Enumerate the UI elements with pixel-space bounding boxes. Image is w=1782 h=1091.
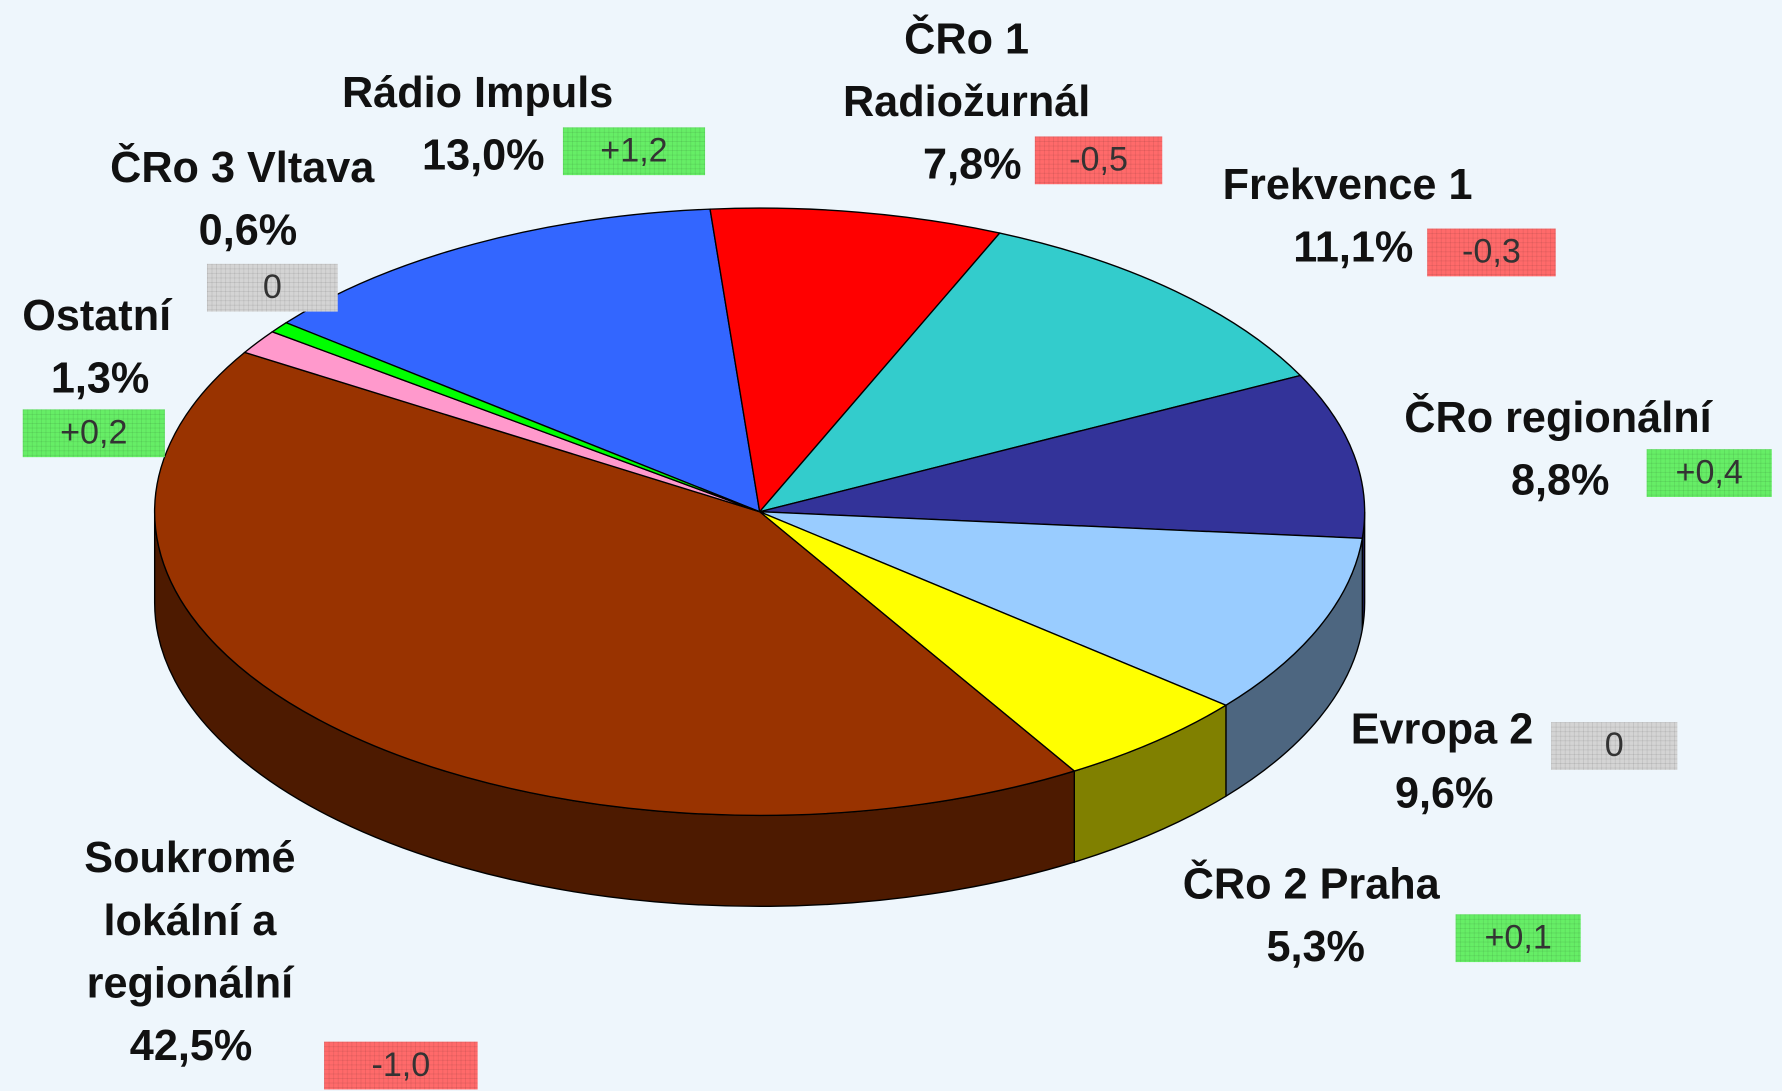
change-label: +0,2 <box>22 409 165 458</box>
change-label: -1,0 <box>324 1041 478 1090</box>
value-label: 42,5% <box>129 1022 253 1071</box>
value-label: 5,3% <box>1266 923 1365 972</box>
change-label: +0,4 <box>1646 449 1772 497</box>
change-label: -0,5 <box>1034 136 1163 185</box>
category-label: ČRo 1 Radiožurnál <box>842 15 1091 127</box>
category-label: ČRo regionální <box>1404 394 1712 443</box>
value-label: 9,6% <box>1394 769 1494 818</box>
value-label: 7,8% <box>923 141 1022 189</box>
value-label: 8,8% <box>1510 457 1610 505</box>
slice <box>759 374 1366 540</box>
category-label: Rádio Impuls <box>341 69 614 118</box>
value-label: 13,0% <box>422 131 545 180</box>
change-label: +0,1 <box>1455 914 1581 963</box>
value-label: 11,1% <box>1293 224 1414 272</box>
slice <box>154 351 1076 817</box>
change-label: +1,2 <box>562 127 706 176</box>
change-label: 0 <box>206 263 338 312</box>
slice <box>709 207 1001 514</box>
category-label: ČRo 2 Praha <box>1182 860 1440 909</box>
category-label: Soukromé lokální a regionální <box>84 834 296 1008</box>
change-label: 0 <box>1551 722 1678 770</box>
value-label: 0,6% <box>198 206 298 255</box>
value-label: 1,3% <box>50 354 150 403</box>
slice <box>759 511 1364 706</box>
slice <box>757 232 1302 513</box>
category-label: Frekvence 1 <box>1222 161 1473 210</box>
category-label: ČRo 3 Vltava <box>110 144 375 193</box>
slice <box>759 511 1228 772</box>
category-label: Evropa 2 <box>1350 706 1534 754</box>
category-label: Ostatní <box>22 292 172 341</box>
slice <box>270 321 760 513</box>
change-label: -0,3 <box>1427 228 1556 277</box>
